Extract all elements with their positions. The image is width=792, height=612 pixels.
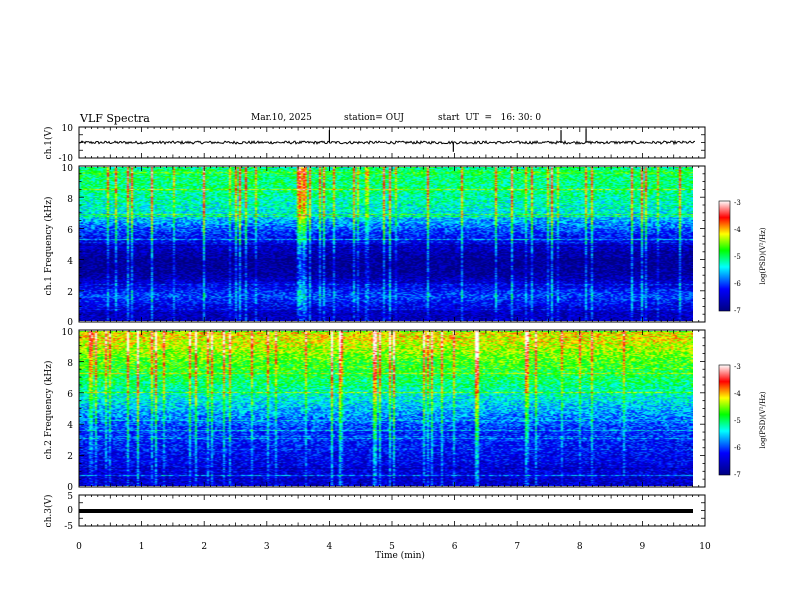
colorbar-ch2-tick: -5	[734, 417, 741, 425]
ch3-ytick: 0	[67, 506, 73, 516]
xtick-label: 7	[514, 542, 520, 552]
ch1-spectrogram-image	[79, 167, 693, 321]
start-time-label: start UT = 16: 30: 0	[438, 113, 542, 123]
colorbar-ch2-label: log(PSD)(V²/Hz)	[759, 391, 767, 448]
axis-ticks	[78, 126, 706, 527]
spec2-ytick: 4	[67, 421, 73, 431]
xtick-label: 5	[389, 542, 395, 552]
colorbar-ch1-label: log(PSD)(V²/Hz)	[759, 227, 767, 284]
colorbar-ch1-tick: -7	[734, 307, 741, 315]
spec1-ytick: 8	[67, 195, 73, 205]
spec1-ytick: 6	[67, 226, 73, 236]
ch1-ytick-top: 10	[62, 124, 74, 134]
spec2-ytick: 6	[67, 390, 73, 400]
xtick-label: 2	[201, 542, 207, 552]
ch3-ytick: -5	[64, 522, 73, 532]
spec1-ytick: 0	[67, 318, 73, 328]
station-label: station= OUJ	[344, 113, 405, 123]
ch1-waveform-trace	[78, 139, 695, 146]
date-label: Mar.10, 2025	[251, 113, 312, 123]
spec2-ytick: 8	[67, 359, 73, 369]
ch1-ytick-bottom: -10	[59, 154, 74, 164]
colorbar-ch2: -3 -4 -5 -6 -7 log(PSD)(V²/Hz)	[718, 363, 767, 479]
spec2-ytick: 0	[67, 483, 73, 493]
xtick-label: 4	[327, 542, 333, 552]
colorbar-ch1-tick: -3	[734, 199, 741, 207]
spec2-ytick: 10	[62, 328, 74, 338]
ch2-spectrogram-image	[79, 331, 693, 486]
ch1-spikes	[328, 128, 587, 152]
colorbar-ch2-tick: -7	[734, 471, 741, 479]
xtick-label: 1	[139, 542, 145, 552]
colorbar-ch2-tick: -6	[734, 444, 741, 452]
ch1-waveform-ylabel: ch.1(V)	[43, 127, 54, 160]
xtick-label: 8	[577, 542, 583, 552]
xtick-label: 10	[699, 542, 711, 552]
ch3-ytick: 5	[67, 492, 73, 502]
spec2-ytick: 2	[67, 452, 73, 462]
colorbar-ch1-tick: -4	[734, 226, 741, 234]
colorbar-ch1-tick: -5	[734, 253, 741, 261]
xtick-label: 9	[640, 542, 646, 552]
x-axis-label: Time (min)	[375, 550, 425, 561]
colorbar-ch2-gradient	[718, 364, 731, 476]
plot-title: VLF Spectra	[80, 112, 150, 125]
xtick-label: 3	[264, 542, 270, 552]
colorbar-ch1-tick: -6	[734, 280, 741, 288]
spec1-ytick: 2	[67, 288, 73, 298]
colorbar-ch1-gradient	[718, 200, 731, 312]
spec1-ytick: 4	[67, 257, 73, 267]
xtick-label: 6	[452, 542, 458, 552]
ch3-waveform-ylabel: ch.3(V)	[43, 495, 54, 528]
colorbar-ch1: -3 -4 -5 -6 -7 log(PSD)(V²/Hz)	[718, 199, 767, 315]
xtick-label: 0	[76, 542, 82, 552]
colorbar-ch2-tick: -3	[734, 363, 741, 371]
spec1-ytick: 10	[62, 164, 74, 174]
colorbar-ch2-tick: -4	[734, 390, 741, 398]
ch2-spectrogram-ylabel: ch.2 Frequency (kHz)	[43, 361, 54, 460]
ch1-spectrogram-ylabel: ch.1 Frequency (kHz)	[43, 197, 54, 296]
